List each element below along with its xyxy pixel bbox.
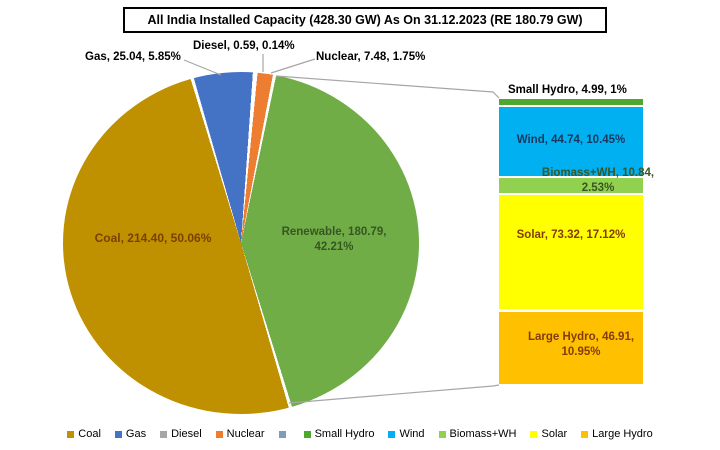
bar-segment-wind[interactable] — [499, 106, 643, 176]
pie-label-renewable-line1: Renewable, 180.79, — [281, 226, 387, 238]
legend-item-gas[interactable]: Gas — [114, 428, 147, 440]
bar-label-large-hydro: Large Hydro, 46.91, 10.95% — [505, 330, 657, 360]
legend-item-diesel[interactable]: Diesel — [160, 428, 202, 440]
bar-label-biomass-line2: 2.53% — [581, 182, 615, 194]
bar-label-biomass: Biomass+WH, 10.84, 2.53% — [512, 166, 684, 196]
legend-item-wind[interactable]: Wind — [388, 428, 425, 440]
bar-segment-solar[interactable] — [499, 195, 643, 310]
legend-item-coal[interactable]: Coal — [67, 428, 101, 440]
bar-label-biomass-line1: Biomass+WH, 10.84, — [541, 167, 655, 179]
pie-label-diesel: Diesel, 0.59, 0.14% — [193, 40, 295, 52]
legend-item-small-hydro[interactable]: Small Hydro — [303, 428, 375, 440]
legend-label-large-hydro: Large Hydro — [592, 428, 653, 440]
legend-label-solar: Solar — [541, 428, 568, 440]
legend-label-diesel: Diesel — [171, 428, 202, 440]
bar-segment-large-hydro[interactable] — [499, 311, 643, 384]
legend-swatch-wind — [388, 430, 396, 438]
pie-label-coal: Coal, 214.40, 50.06% — [94, 231, 212, 245]
leader-line-nuclear — [270, 58, 316, 74]
bar-label-large-hydro-line1: Large Hydro, 46.91, — [527, 331, 635, 343]
legend-swatch-solar — [530, 430, 538, 438]
pie-label-gas: Gas, 25.04, 5.85% — [85, 51, 181, 63]
legend-swatch-blank — [278, 430, 286, 438]
legend-label-biomass-wh: Biomass+WH — [449, 428, 517, 440]
legend-swatch-large-hydro — [581, 430, 589, 438]
legend-label-nuclear: Nuclear — [226, 428, 265, 440]
legend-item-biomass-wh[interactable]: Biomass+WH — [438, 428, 517, 440]
bar-segment-biomass-wh[interactable] — [499, 177, 643, 194]
legend-item-blank[interactable] — [278, 430, 290, 438]
legend-swatch-gas — [114, 430, 122, 438]
pie-label-renewable: Renewable, 180.79, 42.21% — [273, 225, 395, 255]
pie-label-nuclear: Nuclear, 7.48, 1.75% — [316, 51, 426, 63]
legend-swatch-coal — [67, 430, 75, 438]
legend-label-wind: Wind — [399, 428, 425, 440]
legend-swatch-diesel — [160, 430, 168, 438]
legend-item-large-hydro[interactable]: Large Hydro — [581, 428, 653, 440]
legend-label-small-hydro: Small Hydro — [314, 428, 375, 440]
legend-swatch-biomass-wh — [438, 430, 446, 438]
bar-label-small-hydro: Small Hydro, 4.99, 1% — [508, 84, 627, 96]
legend-label-gas: Gas — [125, 428, 147, 440]
legend-item-nuclear[interactable]: Nuclear — [215, 428, 265, 440]
chart-title: All India Installed Capacity (428.30 GW)… — [123, 7, 607, 33]
bar-label-solar: Solar, 73.32, 17.12% — [516, 229, 626, 241]
pie-chart[interactable] — [63, 72, 419, 414]
legend-label-coal: Coal — [78, 428, 101, 440]
bar-label-wind: Wind, 44.74, 10.45% — [516, 134, 626, 146]
legend-swatch-small-hydro — [303, 430, 311, 438]
bar-segment-small-hydro[interactable] — [499, 99, 643, 105]
pie-label-renewable-line2: 42.21% — [314, 241, 354, 253]
legend: Coal Gas Diesel Nuclear Small Hydro Wind Bioma… — [0, 428, 720, 440]
breakout-bar[interactable] — [499, 99, 643, 386]
legend-item-solar[interactable]: Solar — [530, 428, 567, 440]
bar-label-large-hydro-line2: 10.95% — [561, 346, 601, 358]
legend-swatch-nuclear — [215, 430, 223, 438]
